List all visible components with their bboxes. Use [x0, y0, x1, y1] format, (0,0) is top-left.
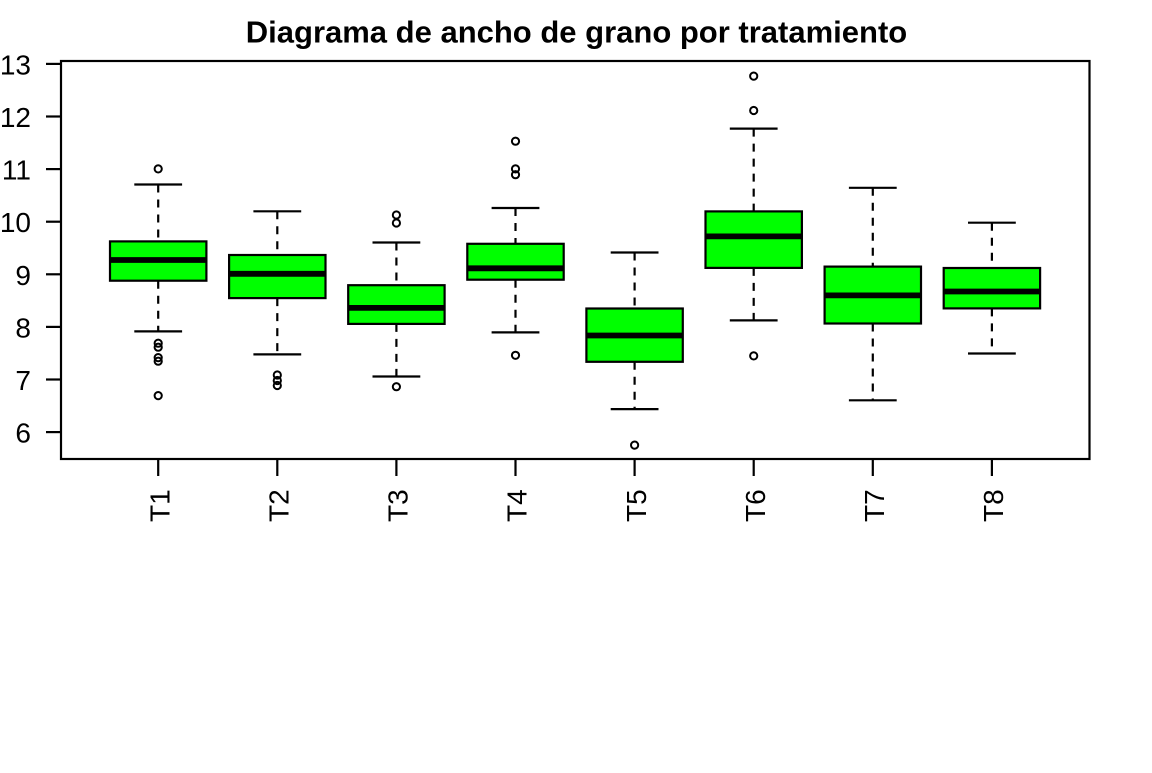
- svg-text:10: 10: [0, 207, 31, 238]
- svg-text:Diagrama de ancho de grano por: Diagrama de ancho de grano por tratamien…: [246, 15, 907, 50]
- svg-text:T3: T3: [383, 489, 414, 522]
- svg-text:12: 12: [0, 102, 31, 133]
- svg-text:T1: T1: [144, 489, 175, 522]
- svg-text:13: 13: [0, 49, 31, 80]
- svg-text:6: 6: [15, 418, 31, 449]
- svg-text:9: 9: [15, 260, 31, 291]
- svg-text:T4: T4: [502, 489, 533, 522]
- svg-text:T2: T2: [264, 489, 295, 522]
- svg-text:7: 7: [15, 365, 31, 396]
- svg-text:8: 8: [15, 312, 31, 343]
- svg-text:11: 11: [2, 155, 31, 186]
- svg-text:T5: T5: [621, 489, 652, 522]
- svg-text:T6: T6: [740, 489, 771, 522]
- svg-text:T7: T7: [859, 489, 890, 522]
- svg-text:T8: T8: [978, 489, 1009, 522]
